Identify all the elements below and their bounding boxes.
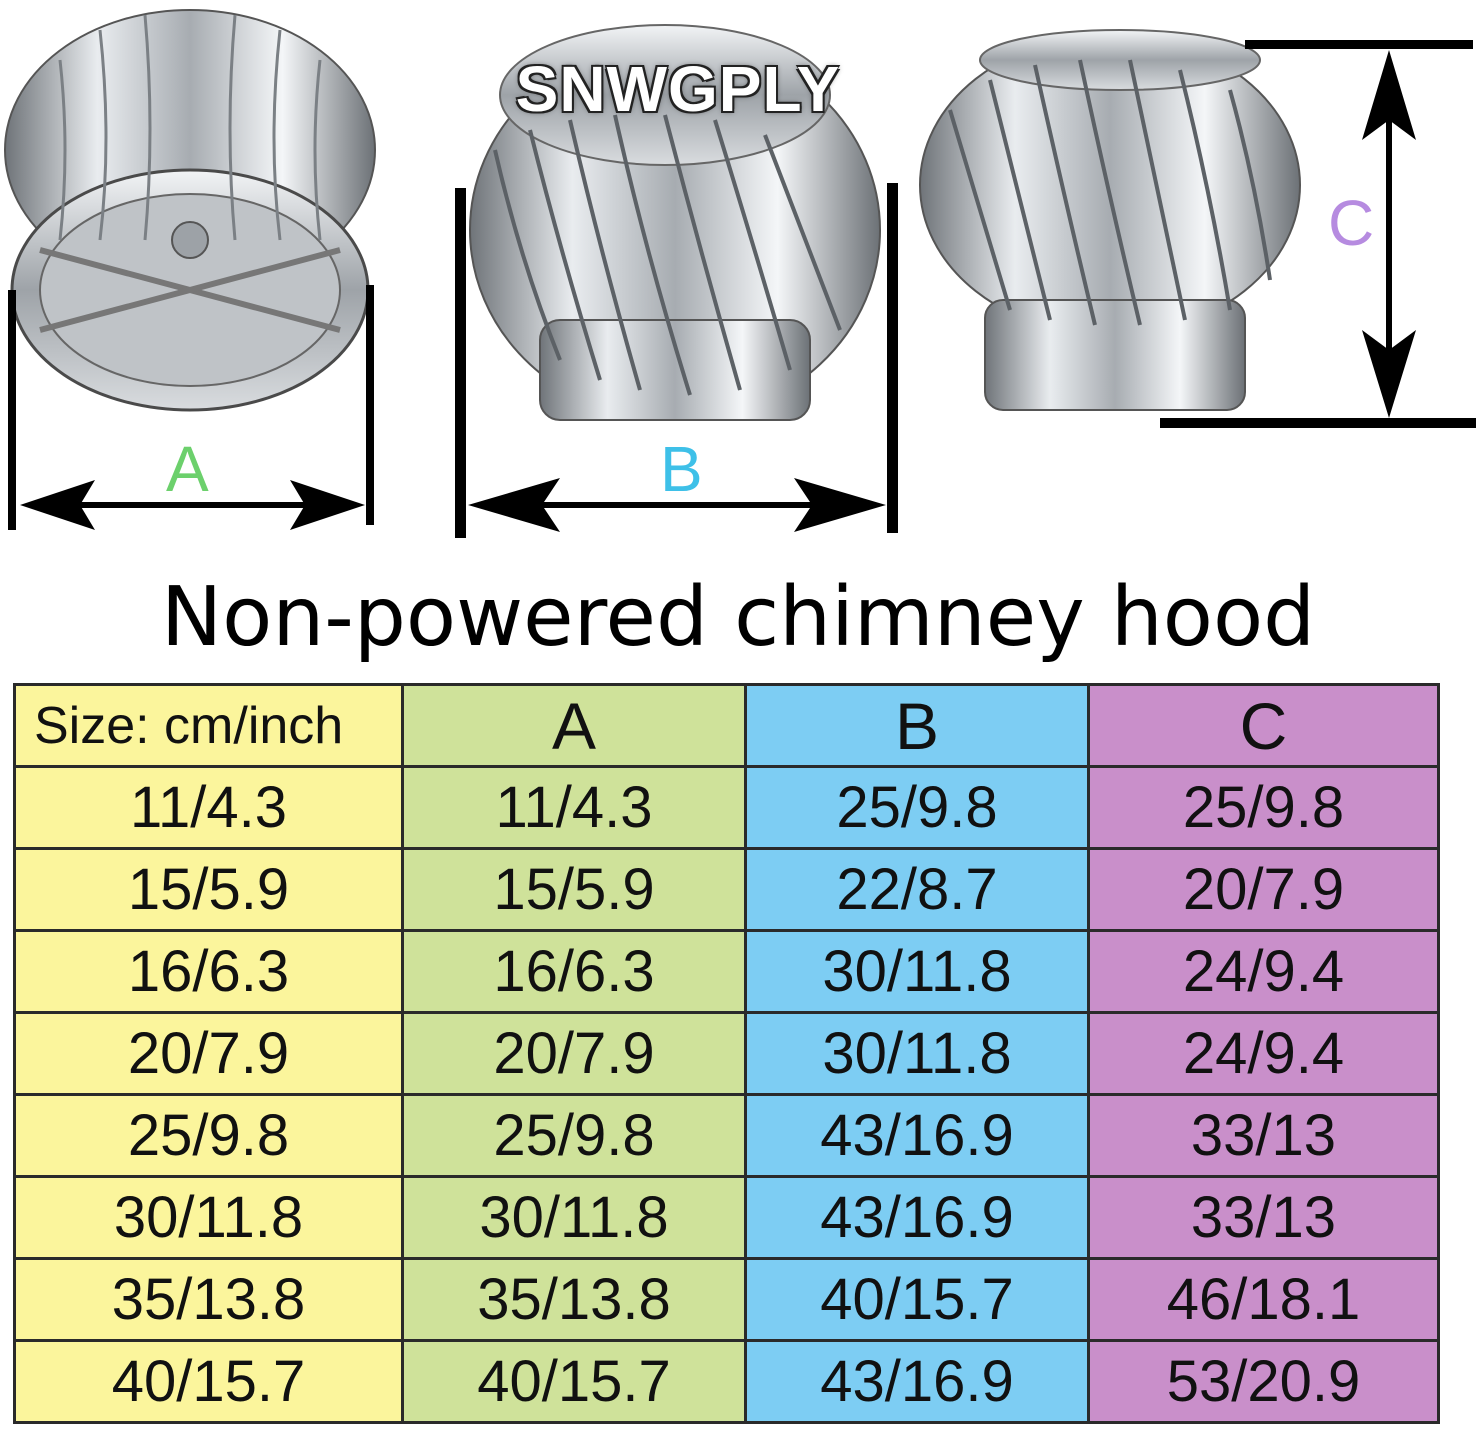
header-size: Size: cm/inch: [13, 683, 404, 768]
cell-b: 40/15.7: [744, 1257, 1090, 1342]
cell-c: 33/13: [1087, 1175, 1440, 1260]
cell-b: 43/16.9: [744, 1339, 1090, 1424]
dimension-b-marker: [455, 183, 898, 538]
cell-size: 16/6.3: [13, 929, 404, 1014]
cell-a: 30/11.8: [401, 1175, 747, 1260]
page-title: Non-powered chimney hood: [160, 570, 1316, 665]
cell-c: 33/13: [1087, 1093, 1440, 1178]
cell-b: 25/9.8: [744, 765, 1090, 850]
cell-size: 20/7.9: [13, 1011, 404, 1096]
cell-size: 35/13.8: [13, 1257, 404, 1342]
table-row: 30/11.8 30/11.8 43/16.9 33/13: [13, 1175, 1440, 1260]
cell-c: 46/18.1: [1087, 1257, 1440, 1342]
table-row: 20/7.9 20/7.9 30/11.8 24/9.4: [13, 1011, 1440, 1096]
cell-a: 40/15.7: [401, 1339, 747, 1424]
cell-a: 16/6.3: [401, 929, 747, 1014]
cell-c: 53/20.9: [1087, 1339, 1440, 1424]
table-row: 25/9.8 25/9.8 43/16.9 33/13: [13, 1093, 1440, 1178]
dimension-label-c: C: [1328, 187, 1375, 259]
cell-size: 11/4.3: [13, 765, 404, 850]
header-a: A: [401, 683, 747, 768]
cell-b: 30/11.8: [744, 1011, 1090, 1096]
dimension-label-b: B: [660, 433, 703, 505]
cell-c: 20/7.9: [1087, 847, 1440, 932]
table-row: 35/13.8 35/13.8 40/15.7 46/18.1: [13, 1257, 1440, 1342]
cell-c: 25/9.8: [1087, 765, 1440, 850]
cell-a: 25/9.8: [401, 1093, 747, 1178]
dimension-label-a: A: [166, 433, 209, 505]
dimension-c-marker: [1160, 40, 1476, 428]
dimension-a-marker: [8, 285, 374, 530]
cell-a: 15/5.9: [401, 847, 747, 932]
header-b: B: [744, 683, 1090, 768]
table-row: 40/15.7 40/15.7 43/16.9 53/20.9: [13, 1339, 1440, 1424]
cell-b: 22/8.7: [744, 847, 1090, 932]
cell-a: 20/7.9: [401, 1011, 747, 1096]
cell-b: 43/16.9: [744, 1175, 1090, 1260]
cell-c: 24/9.4: [1087, 1011, 1440, 1096]
ventilator-front-view: [469, 24, 881, 421]
cell-size: 30/11.8: [13, 1175, 404, 1260]
cell-c: 24/9.4: [1087, 929, 1440, 1014]
cell-size: 25/9.8: [13, 1093, 404, 1178]
cell-b: 30/11.8: [744, 929, 1090, 1014]
table-row: 16/6.3 16/6.3 30/11.8 24/9.4: [13, 929, 1440, 1014]
ventilator-illustrations: [4, 9, 1476, 538]
product-photos: [0, 0, 1476, 560]
table-row: 11/4.3 11/4.3 25/9.8 25/9.8: [13, 765, 1440, 850]
brand-watermark: SNWGPLY: [515, 53, 841, 125]
cell-a: 35/13.8: [401, 1257, 747, 1342]
table-header-row: Size: cm/inch A B C: [13, 683, 1440, 768]
cell-size: 15/5.9: [13, 847, 404, 932]
table-row: 15/5.9 15/5.9 22/8.7 20/7.9: [13, 847, 1440, 932]
size-table: Size: cm/inch A B C 11/4.3 11/4.3 25/9.8…: [13, 683, 1440, 1424]
cell-a: 11/4.3: [401, 765, 747, 850]
cell-size: 40/15.7: [13, 1339, 404, 1424]
cell-b: 43/16.9: [744, 1093, 1090, 1178]
header-c: C: [1087, 683, 1440, 768]
ventilator-side-view: [919, 29, 1301, 411]
ventilator-bottom-view: [4, 9, 376, 412]
